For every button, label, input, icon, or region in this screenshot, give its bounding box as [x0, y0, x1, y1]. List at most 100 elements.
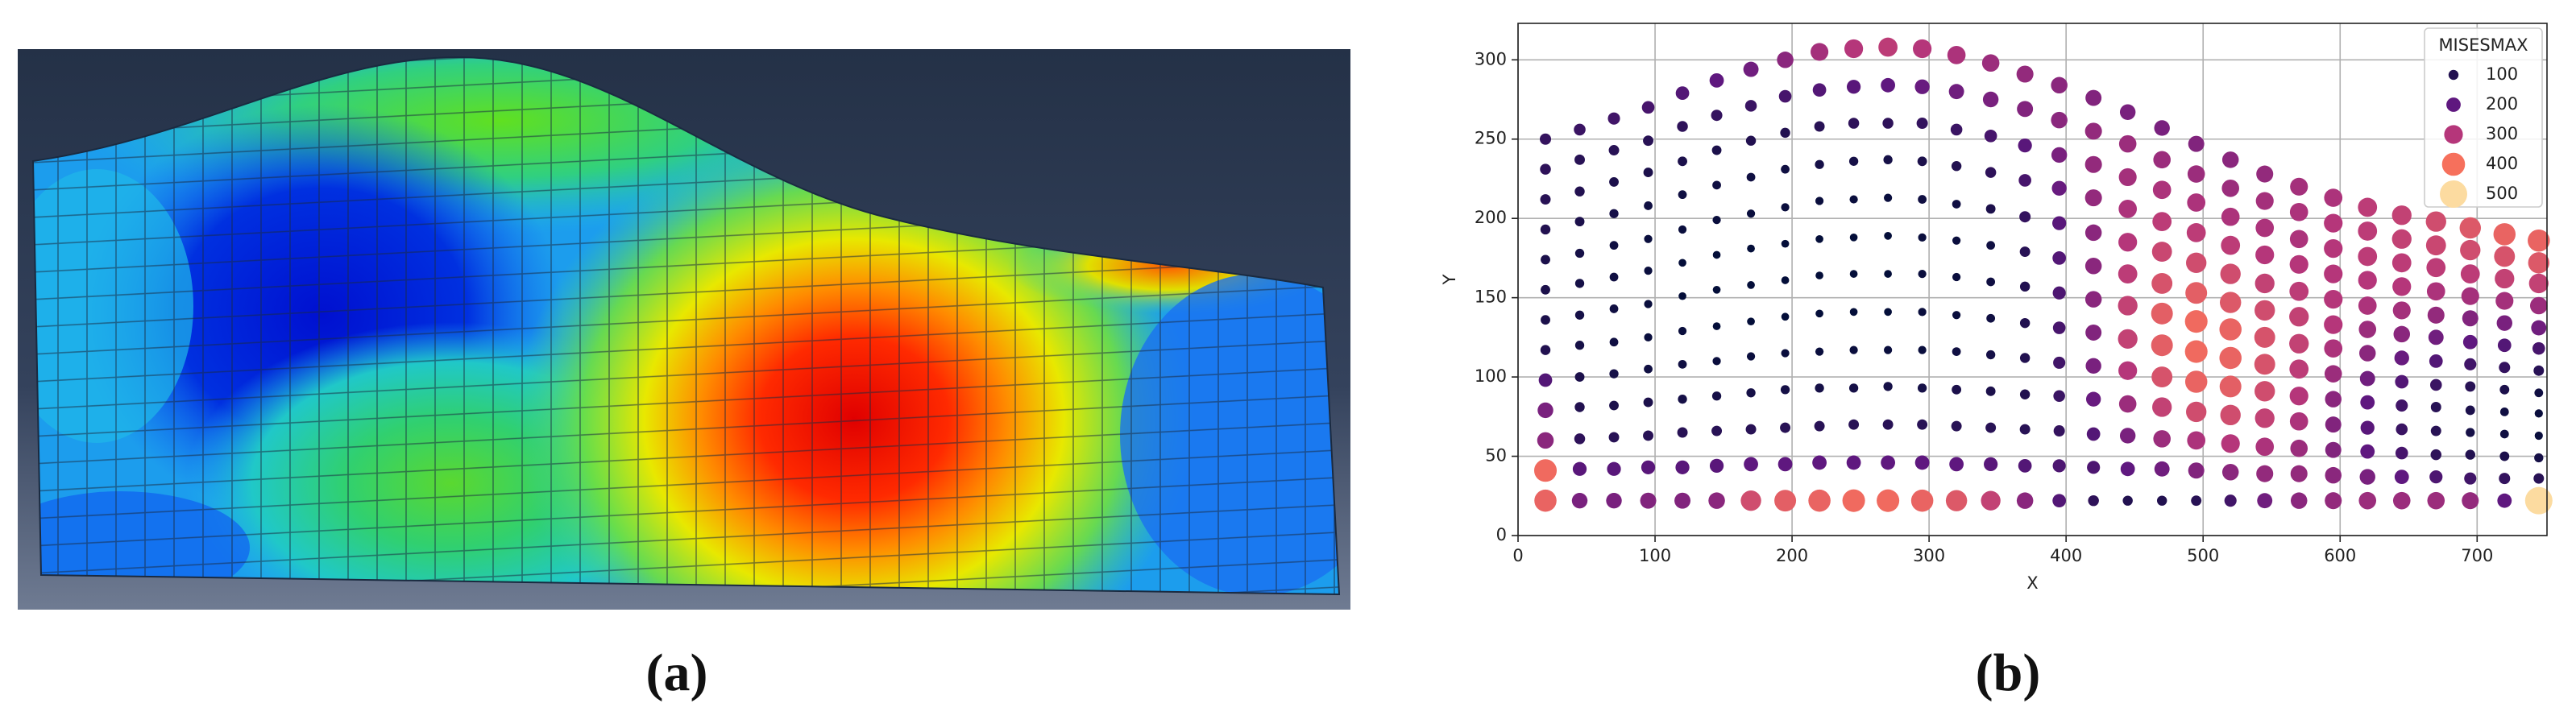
- point: [2122, 495, 2133, 506]
- point: [2221, 179, 2239, 197]
- point: [1678, 259, 1686, 267]
- point: [2289, 281, 2309, 301]
- point: [2289, 307, 2309, 327]
- point: [2118, 329, 2138, 349]
- legend-label: 500: [2486, 184, 2518, 203]
- point: [1609, 241, 1619, 250]
- point: [2360, 444, 2375, 459]
- point: [2534, 388, 2544, 398]
- point: [1985, 386, 1996, 396]
- point: [2324, 315, 2343, 334]
- point: [2289, 387, 2308, 406]
- point: [1849, 270, 1858, 278]
- point: [2051, 147, 2068, 163]
- point: [2358, 345, 2376, 362]
- point: [1815, 234, 1823, 243]
- point: [2497, 493, 2512, 508]
- point: [1541, 284, 1550, 295]
- point: [2254, 326, 2275, 348]
- point: [2255, 300, 2275, 321]
- point: [2465, 405, 2475, 416]
- point: [1609, 304, 1619, 313]
- point: [1541, 315, 1550, 325]
- point: [2462, 334, 2478, 350]
- point: [1883, 155, 1893, 164]
- point: [2324, 239, 2343, 259]
- point: [1849, 345, 1858, 354]
- point: [1678, 190, 1687, 200]
- point: [2186, 252, 2207, 274]
- point: [1945, 490, 1968, 511]
- point: [1846, 455, 1861, 470]
- point: [2052, 251, 2067, 265]
- point: [2019, 211, 2031, 223]
- point: [1574, 402, 1585, 412]
- point: [1986, 241, 1996, 250]
- point: [2534, 453, 2544, 463]
- point: [2499, 429, 2509, 439]
- point: [1884, 270, 1892, 278]
- point: [2358, 221, 2378, 241]
- point: [2464, 472, 2477, 485]
- point: [1878, 37, 1898, 57]
- point: [2052, 494, 2067, 508]
- point: [1849, 308, 1858, 316]
- point: [2085, 89, 2102, 106]
- x-tick-label: 200: [1776, 546, 1808, 565]
- point: [2084, 224, 2102, 242]
- point: [1883, 382, 1893, 391]
- x-tick-label: 600: [2324, 546, 2356, 565]
- point: [2499, 473, 2511, 485]
- point: [1678, 326, 1687, 336]
- point: [2255, 245, 2275, 265]
- point: [2085, 391, 2101, 407]
- point: [2221, 463, 2239, 481]
- point: [2255, 273, 2275, 294]
- point: [2187, 431, 2206, 450]
- point: [2255, 381, 2275, 402]
- point: [2219, 346, 2242, 370]
- point: [1711, 391, 1722, 401]
- point: [1986, 313, 1996, 323]
- point: [1711, 425, 1723, 436]
- point: [2531, 320, 2547, 336]
- point: [2221, 235, 2241, 255]
- point: [1574, 341, 1585, 350]
- point: [1914, 79, 1930, 94]
- point: [2325, 466, 2342, 484]
- point: [2533, 473, 2545, 484]
- point: [1777, 52, 1794, 68]
- point: [2051, 180, 2067, 196]
- x-tick-label: 700: [2461, 546, 2493, 565]
- x-tick-label: 500: [2187, 546, 2219, 565]
- legend-marker: [2441, 152, 2466, 176]
- point: [2324, 290, 2343, 309]
- point: [2184, 340, 2208, 363]
- point: [1918, 233, 1927, 242]
- point: [1539, 133, 1552, 145]
- fea-outline: [31, 56, 1341, 596]
- point: [2255, 192, 2274, 210]
- point: [1643, 430, 1654, 441]
- point: [2151, 242, 2172, 262]
- point: [1952, 384, 1962, 395]
- point: [2325, 391, 2342, 408]
- point: [2493, 223, 2516, 246]
- x-tick-label: 400: [2050, 546, 2082, 565]
- point: [1778, 89, 1792, 103]
- point: [1641, 101, 1655, 114]
- point: [1917, 156, 1927, 167]
- point: [1675, 86, 1690, 100]
- point: [1643, 135, 1654, 147]
- point: [2254, 354, 2275, 375]
- point: [2325, 416, 2342, 433]
- point: [2428, 329, 2444, 345]
- point: [2394, 470, 2409, 485]
- point: [2494, 246, 2516, 267]
- point: [1815, 197, 1824, 205]
- point: [2528, 229, 2550, 252]
- point: [2153, 430, 2171, 448]
- point: [1712, 250, 1721, 259]
- point: [2532, 341, 2545, 355]
- point: [2118, 134, 2137, 153]
